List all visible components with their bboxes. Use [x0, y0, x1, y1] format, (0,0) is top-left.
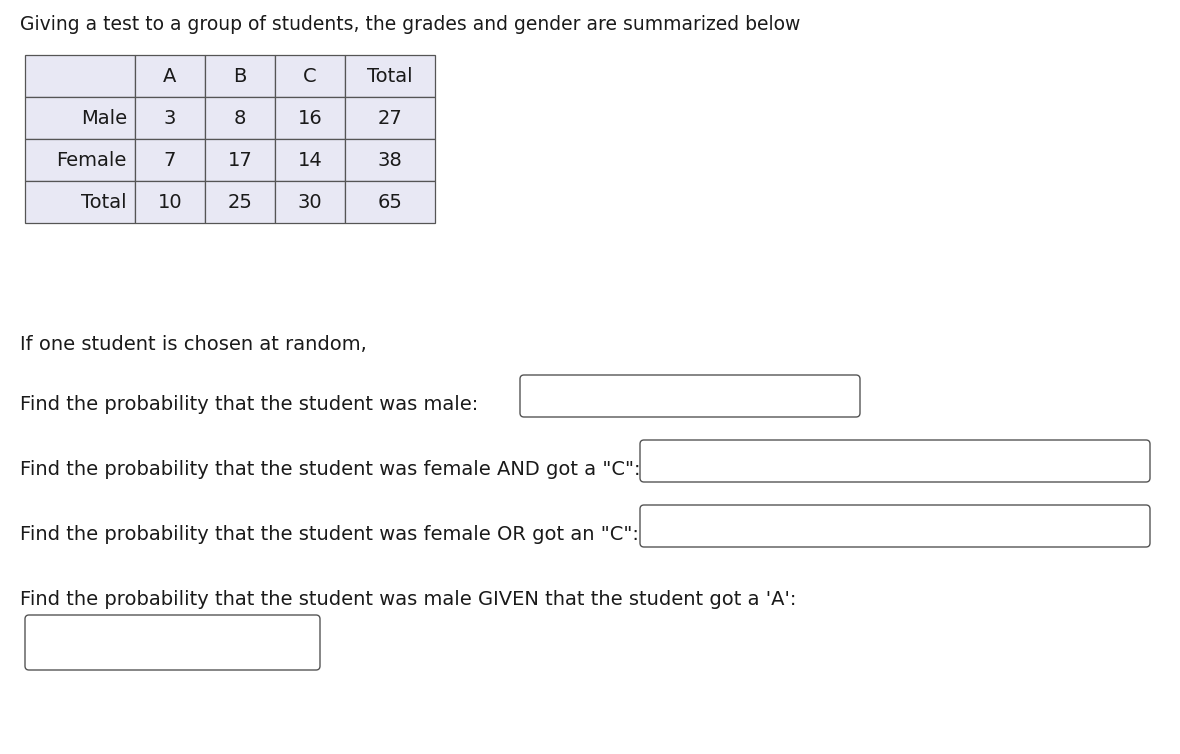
Text: 65: 65 [378, 192, 402, 212]
Text: 17: 17 [228, 151, 253, 170]
Text: Total: Total [367, 66, 413, 85]
Text: Female: Female [57, 151, 127, 170]
Bar [205, 139, 275, 181]
Bar [25, 97, 135, 139]
Text: 38: 38 [378, 151, 402, 170]
Text: 16: 16 [297, 109, 322, 127]
Bar [345, 139, 435, 181]
Text: 27: 27 [378, 109, 402, 127]
FancyBboxPatch shape [640, 505, 1150, 547]
Bar [135, 97, 205, 139]
Bar [205, 181, 275, 223]
FancyBboxPatch shape [640, 440, 1150, 482]
Bar [25, 139, 135, 181]
Bar [205, 97, 275, 139]
Bar [135, 181, 205, 223]
Text: Giving a test to a group of students, the grades and gender are summarized below: Giving a test to a group of students, th… [20, 15, 800, 34]
Text: 14: 14 [297, 151, 322, 170]
Text: B: B [234, 66, 247, 85]
Text: C: C [303, 66, 316, 85]
Bar [135, 139, 205, 181]
Text: 30: 30 [297, 192, 322, 212]
Text: Male: Male [81, 109, 127, 127]
Bar [25, 181, 135, 223]
Bar [345, 181, 435, 223]
Bar [275, 181, 345, 223]
Text: 3: 3 [164, 109, 176, 127]
Bar [135, 55, 205, 97]
Text: 7: 7 [164, 151, 176, 170]
Bar [275, 55, 345, 97]
Text: Find the probability that the student was female AND got a "C":: Find the probability that the student wa… [20, 460, 641, 479]
Text: If one student is chosen at random,: If one student is chosen at random, [20, 335, 367, 354]
Text: 8: 8 [234, 109, 247, 127]
Text: A: A [163, 66, 177, 85]
Text: 10: 10 [158, 192, 183, 212]
Bar [25, 55, 135, 97]
Bar [205, 55, 275, 97]
Text: Find the probability that the student was male:: Find the probability that the student wa… [20, 395, 478, 414]
FancyBboxPatch shape [520, 375, 860, 417]
Text: Total: Total [81, 192, 127, 212]
Bar [275, 97, 345, 139]
Bar [345, 55, 435, 97]
Text: Find the probability that the student was female OR got an "C":: Find the probability that the student wa… [20, 525, 638, 544]
Text: 25: 25 [228, 192, 253, 212]
Bar [345, 97, 435, 139]
FancyBboxPatch shape [25, 615, 320, 670]
Text: Find the probability that the student was male GIVEN that the student got a 'A':: Find the probability that the student wa… [20, 590, 796, 609]
Bar [275, 139, 345, 181]
